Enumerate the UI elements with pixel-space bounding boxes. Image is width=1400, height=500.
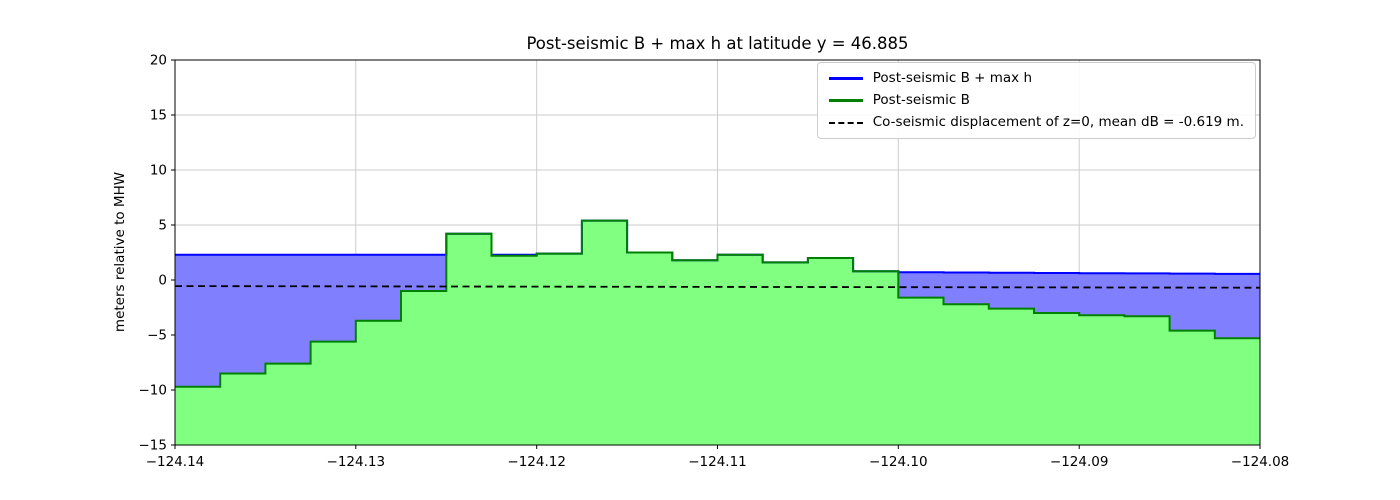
legend-entry-b: Post-seismic B xyxy=(828,92,1244,109)
y-tick-label: 0 xyxy=(158,273,167,289)
legend-line-sample-blue xyxy=(828,77,863,80)
co-seismic-displacement-line xyxy=(174,285,1261,289)
x-tick-label: −124.11 xyxy=(688,454,747,470)
y-axis-label: meters relative to MHW xyxy=(112,171,128,333)
legend-line-sample-green xyxy=(828,99,863,102)
x-tick-label: −124.10 xyxy=(869,454,928,470)
x-tick-label: −124.08 xyxy=(1231,454,1290,470)
legend-entry-b-plus-max-h: Post-seismic B + max h xyxy=(828,70,1244,87)
x-tick-label: −124.14 xyxy=(146,454,205,470)
legend-entry-co-seismic: Co-seismic displacement of z=0, mean dB … xyxy=(828,114,1244,131)
x-tick-label: −124.13 xyxy=(327,454,386,470)
y-tick-label: 5 xyxy=(158,218,167,234)
post-seismic-b-fill xyxy=(175,220,1260,445)
legend-label: Co-seismic displacement of z=0, mean dB … xyxy=(872,114,1244,130)
legend: Post-seismic B + max h Post-seismic B Co… xyxy=(816,62,1256,139)
chart-title: Post-seismic B + max h at latitude y = 4… xyxy=(526,34,909,53)
x-tick-label: −124.09 xyxy=(1050,454,1109,470)
y-tick-label: −5 xyxy=(147,328,167,344)
y-tick-label: 15 xyxy=(150,108,167,124)
legend-line-sample-dashed xyxy=(828,121,863,124)
post-seismic-b-line xyxy=(175,219,1260,388)
y-tick-label: −15 xyxy=(139,438,168,454)
legend-label: Post-seismic B xyxy=(872,92,970,108)
y-tick-label: −10 xyxy=(139,383,168,399)
y-tick-label: 20 xyxy=(150,53,167,69)
y-tick-label: 10 xyxy=(150,163,167,179)
x-tick-label: −124.12 xyxy=(507,454,566,470)
legend-label: Post-seismic B + max h xyxy=(872,70,1033,86)
